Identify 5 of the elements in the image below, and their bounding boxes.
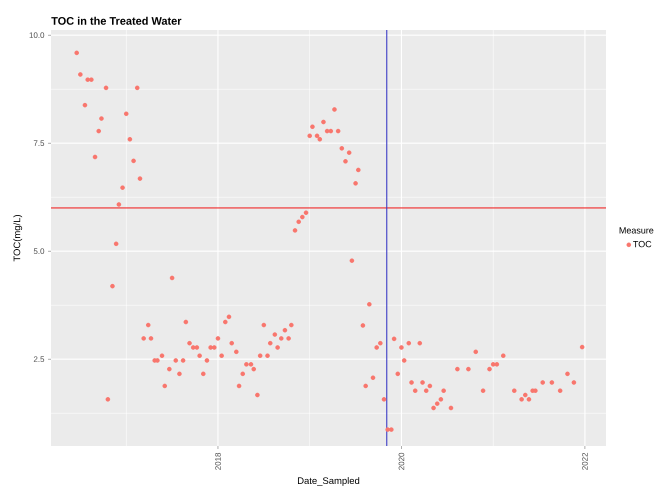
x-axis-title: Date_Sampled: [298, 476, 360, 486]
legend-title: Measure: [620, 227, 654, 234]
legend-label: TOC: [633, 240, 652, 248]
chart-title: TOC in the Treated Water: [51, 16, 182, 25]
y-axis-title: TOC(mg/L): [13, 214, 22, 262]
